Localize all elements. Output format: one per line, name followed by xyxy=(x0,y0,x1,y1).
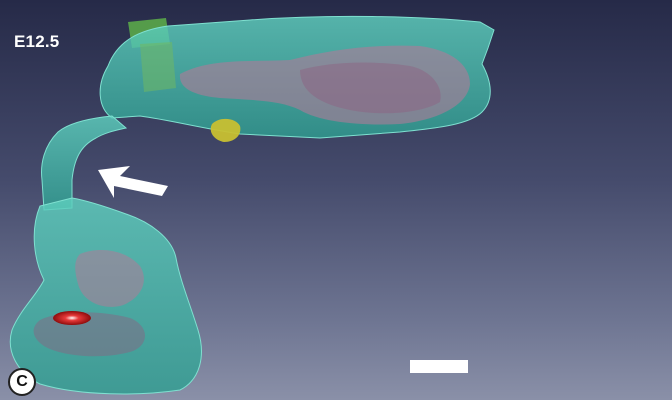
stage-label: E12.5 xyxy=(14,32,60,51)
arrow-icon xyxy=(98,166,168,198)
yellow-marker xyxy=(210,118,241,142)
green-column xyxy=(140,42,176,92)
upper-internal-structure xyxy=(179,45,470,125)
red-marker xyxy=(53,311,91,325)
scale-bar xyxy=(410,360,468,373)
panel-letter-badge: C xyxy=(8,368,36,396)
lower-internal-structure xyxy=(75,250,144,307)
